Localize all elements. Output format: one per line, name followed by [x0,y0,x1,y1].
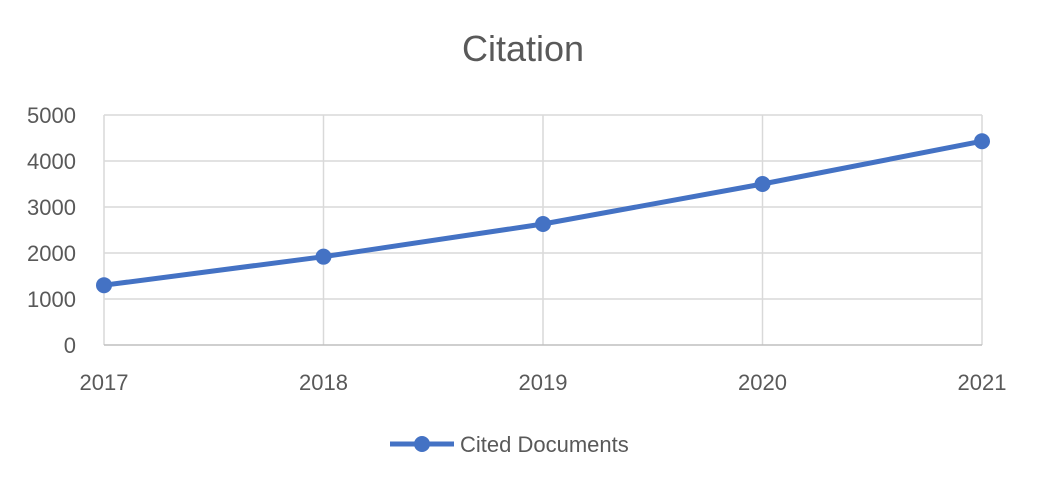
legend-series-label: Cited Documents [460,432,629,457]
legend-series-marker [414,436,430,452]
data-point [96,277,112,294]
axes: 0 1000 2000 3000 4000 5000 2017 2018 2019 2020 202… [27,103,1006,395]
x-tick-label: 2021 [958,370,1007,395]
gridlines [103,114,983,345]
data-point [315,248,332,265]
data-point [535,216,551,233]
y-tick-label: 1000 [27,287,76,312]
y-tick-label: 0 [64,333,76,358]
x-tick-label: 2017 [80,370,129,395]
x-tick-label: 2020 [738,370,787,395]
data-point [974,133,990,150]
x-tick-label: 2019 [519,370,568,395]
data-point [754,176,771,192]
y-tick-label: 5000 [27,103,76,128]
chart-title: Citation [462,28,584,69]
y-tick-label: 3000 [27,195,76,220]
y-tick-label: 4000 [27,149,76,174]
legend: Cited Documents [390,432,629,457]
series-layer [96,133,990,294]
y-tick-label: 2000 [27,241,76,266]
x-tick-label: 2018 [299,370,348,395]
